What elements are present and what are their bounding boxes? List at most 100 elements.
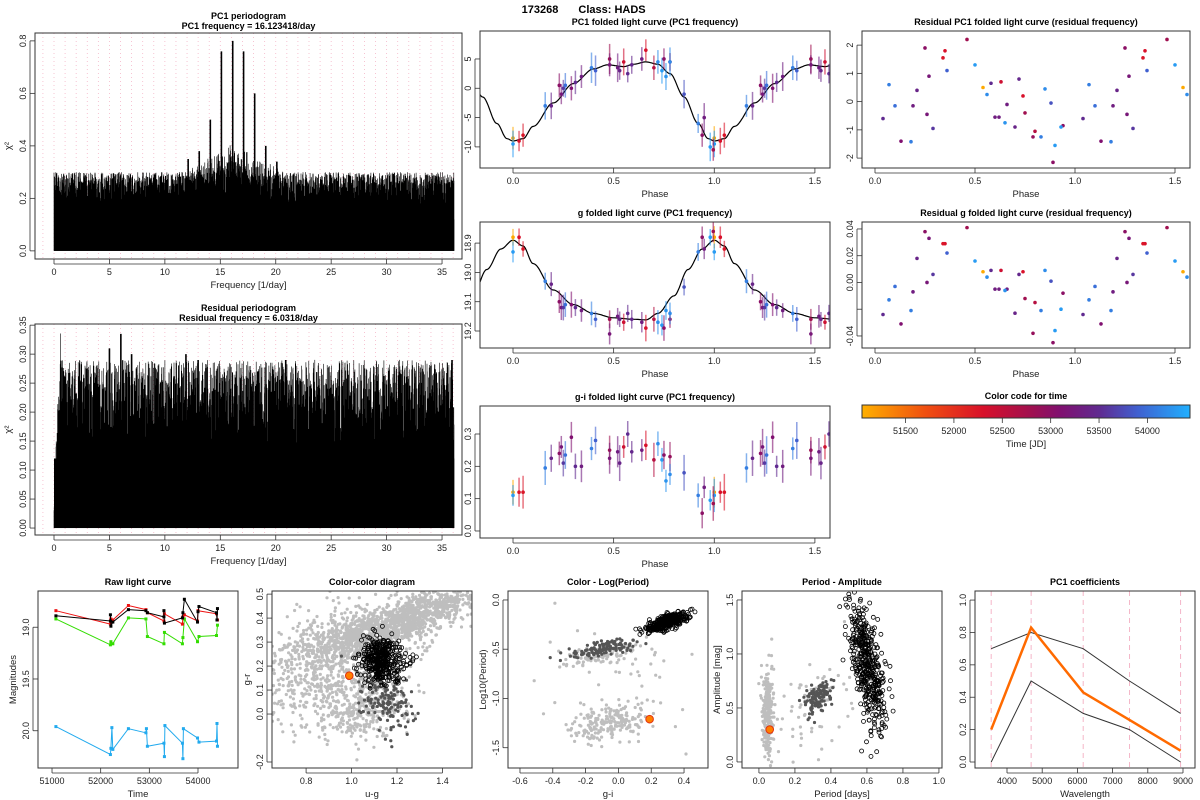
data-point: [799, 732, 803, 736]
data-point: [290, 671, 294, 675]
data-point: [569, 726, 574, 731]
data-point: [126, 608, 130, 612]
data-point: [317, 635, 322, 639]
data-point: [327, 667, 331, 671]
data-point: [422, 599, 426, 603]
data-point: [631, 638, 635, 642]
data-point: [389, 613, 393, 618]
data-point: [374, 696, 378, 700]
chart-title: Residual PC1 folded light curve (residua…: [914, 17, 1138, 27]
data-point: [581, 660, 586, 664]
data-point: [327, 679, 331, 683]
data-point: [750, 282, 755, 286]
data-point: [621, 445, 626, 449]
data-point: [329, 615, 333, 619]
x-axis-label: Phase: [642, 559, 669, 570]
data-point: [319, 681, 323, 685]
data-point: [624, 713, 628, 717]
data-point: [663, 612, 669, 618]
data-point: [771, 737, 775, 741]
data-point: [763, 703, 767, 707]
data-point: [543, 104, 548, 108]
data-point: [321, 632, 325, 636]
data-point: [388, 661, 394, 667]
data-point: [372, 639, 378, 645]
data-point: [1165, 37, 1169, 42]
data-point: [275, 702, 280, 706]
data-point: [832, 678, 836, 683]
data-point: [310, 628, 314, 632]
x-axis-label: Period [days]: [814, 789, 869, 800]
data-point: [215, 623, 219, 627]
x-tick-label: 35: [437, 267, 447, 277]
data-point: [848, 675, 852, 680]
data-point: [809, 332, 813, 336]
x-tick-label: 0.0: [507, 176, 520, 186]
data-point: [326, 674, 330, 678]
y-axis-label: χ²: [3, 425, 14, 433]
data-point: [589, 728, 594, 733]
data-point: [425, 618, 429, 622]
data-point: [400, 713, 404, 718]
data-point: [579, 712, 583, 716]
data-point: [640, 684, 644, 688]
data-point: [312, 618, 316, 622]
data-point: [1039, 308, 1043, 313]
data-point: [367, 725, 371, 729]
data-point: [620, 725, 624, 730]
x-axis-label: Frequency [1/day]: [210, 280, 286, 291]
data-point: [629, 449, 634, 454]
data-point: [461, 617, 465, 621]
data-point: [416, 646, 420, 650]
data-point: [352, 663, 356, 667]
data-point: [320, 716, 324, 720]
data-point: [366, 646, 371, 651]
data-point: [621, 650, 625, 655]
data-point: [692, 609, 698, 615]
data-point: [340, 730, 344, 734]
data-point: [323, 726, 327, 730]
data-point: [339, 721, 343, 725]
data-point: [375, 691, 379, 695]
data-point: [1023, 296, 1027, 301]
data-point: [407, 617, 411, 621]
data-point: [1053, 143, 1057, 148]
data-point: [627, 719, 631, 723]
data-point: [589, 656, 593, 660]
data-point: [466, 602, 470, 606]
data-point: [408, 646, 412, 651]
data-point: [450, 608, 454, 613]
data-point: [759, 663, 764, 668]
data-point: [351, 636, 355, 641]
data-point: [621, 719, 626, 723]
data-point: [428, 644, 432, 648]
data-point: [358, 687, 362, 691]
data-point: [407, 654, 413, 660]
data-point: [452, 603, 456, 607]
data-point: [345, 656, 350, 660]
data-point: [915, 256, 919, 261]
data-point: [376, 698, 380, 702]
data-point: [334, 662, 338, 666]
data-point: [293, 657, 297, 661]
data-point: [335, 727, 340, 731]
data-point: [1173, 63, 1177, 67]
data-point: [466, 613, 470, 617]
data-point: [357, 628, 362, 632]
data-point: [420, 652, 425, 657]
data-point: [549, 104, 554, 108]
data-point: [768, 764, 773, 768]
data-point: [289, 703, 293, 707]
data-point: [435, 626, 439, 630]
data-point: [388, 610, 392, 614]
data-point: [315, 649, 319, 653]
data-point: [563, 453, 568, 457]
data-point: [842, 620, 847, 624]
data-point: [329, 687, 333, 691]
data-point: [341, 719, 345, 723]
data-point: [310, 651, 315, 656]
data-point: [162, 741, 166, 745]
data-point: [821, 681, 825, 685]
data-point: [372, 727, 376, 731]
data-point: [628, 648, 633, 653]
